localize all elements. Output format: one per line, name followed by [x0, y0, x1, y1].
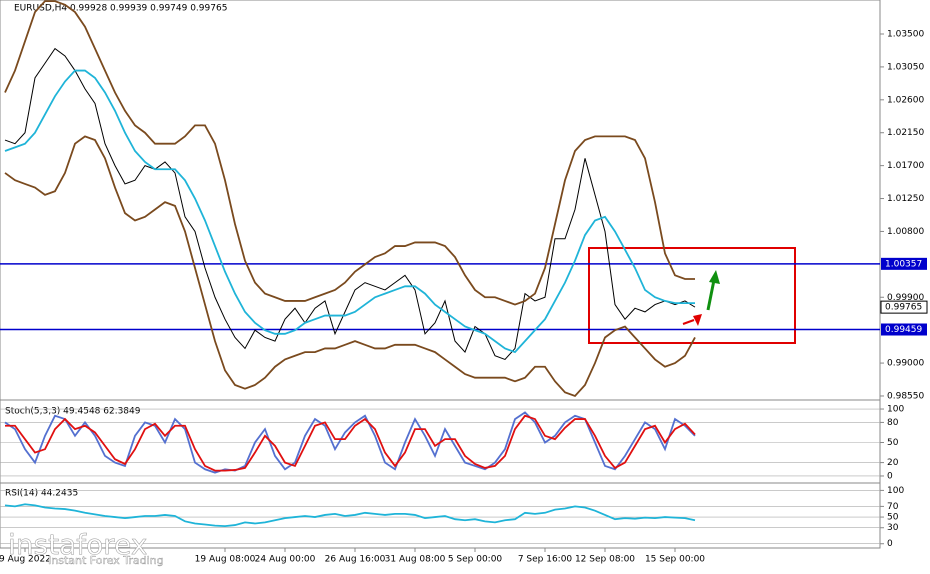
y-tick-label: 1.01250 [887, 194, 924, 204]
series-line [4, 47, 696, 360]
y-tick-label: 1.02150 [887, 128, 924, 138]
series-line [4, 0, 695, 306]
last-price-label: 0.99765 [885, 303, 922, 313]
y-tick-label: 50 [887, 438, 899, 448]
y-tick-label: 0.99900 [887, 293, 924, 303]
chart-frame [0, 0, 881, 549]
y-tick-label: 20 [887, 458, 899, 468]
y-tick-label: 0 [887, 471, 893, 481]
y-tick-label: 1.03500 [887, 30, 924, 40]
down-arrow-head [693, 314, 702, 326]
x-tick-label: 19 Aug 08:00 [195, 555, 256, 565]
level-label-box [881, 323, 927, 336]
y-tick-label: 0 [887, 539, 893, 549]
watermark-tagline: Instant Forex Trading [48, 554, 164, 567]
y-tick-label: 1.01700 [887, 161, 924, 171]
x-tick-label: 7 Sep 16:00 [518, 555, 573, 565]
down-arrow [682, 319, 695, 325]
series-line [4, 411, 696, 474]
y-tick-label: 50 [887, 513, 899, 523]
chart-title: EURUSD,H4 0.99928 0.99939 0.99749 0.9976… [14, 4, 227, 14]
series-line [4, 503, 696, 528]
level-label-box [881, 257, 927, 270]
series-line [5, 414, 696, 472]
y-tick-label: 1.03050 [887, 62, 924, 72]
series-line [4, 69, 695, 354]
series-line [4, 135, 696, 398]
y-tick-label: 30 [887, 523, 899, 533]
x-tick-label: 31 Aug 08:00 [385, 555, 446, 565]
y-tick-label: 100 [887, 405, 904, 415]
x-tick-label: 12 Sep 08:00 [575, 555, 635, 565]
x-tick-label: 9 Aug 2022 [0, 555, 51, 565]
x-tick-label: 24 Aug 00:00 [255, 555, 316, 565]
up-arrow [706, 279, 716, 311]
up-arrow-head [709, 270, 720, 284]
last-price-box [880, 300, 928, 314]
y-tick-label: 100 [887, 486, 904, 496]
x-tick-label: 15 Sep 00:00 [645, 555, 705, 565]
y-tick-label: 80 [887, 418, 899, 428]
rsi-title: RSI(14) 44.2435 [5, 489, 78, 499]
watermark: instaforex [8, 528, 147, 561]
y-tick-label: 1.00800 [887, 227, 924, 237]
stoch-title: Stoch(5,3,3) 49.4548 62.3849 [5, 407, 141, 417]
y-tick-label: 0.98550 [887, 391, 924, 401]
x-tick-label: 26 Aug 16:00 [325, 555, 386, 565]
level-label: 1.00357 [885, 259, 922, 269]
x-tick-label: 5 Sep 00:00 [448, 555, 503, 565]
y-tick-label: 70 [887, 502, 899, 512]
level-label: 0.99459 [885, 325, 922, 335]
y-tick-label: 1.02600 [887, 95, 924, 105]
y-tick-label: 0.99000 [887, 359, 924, 369]
